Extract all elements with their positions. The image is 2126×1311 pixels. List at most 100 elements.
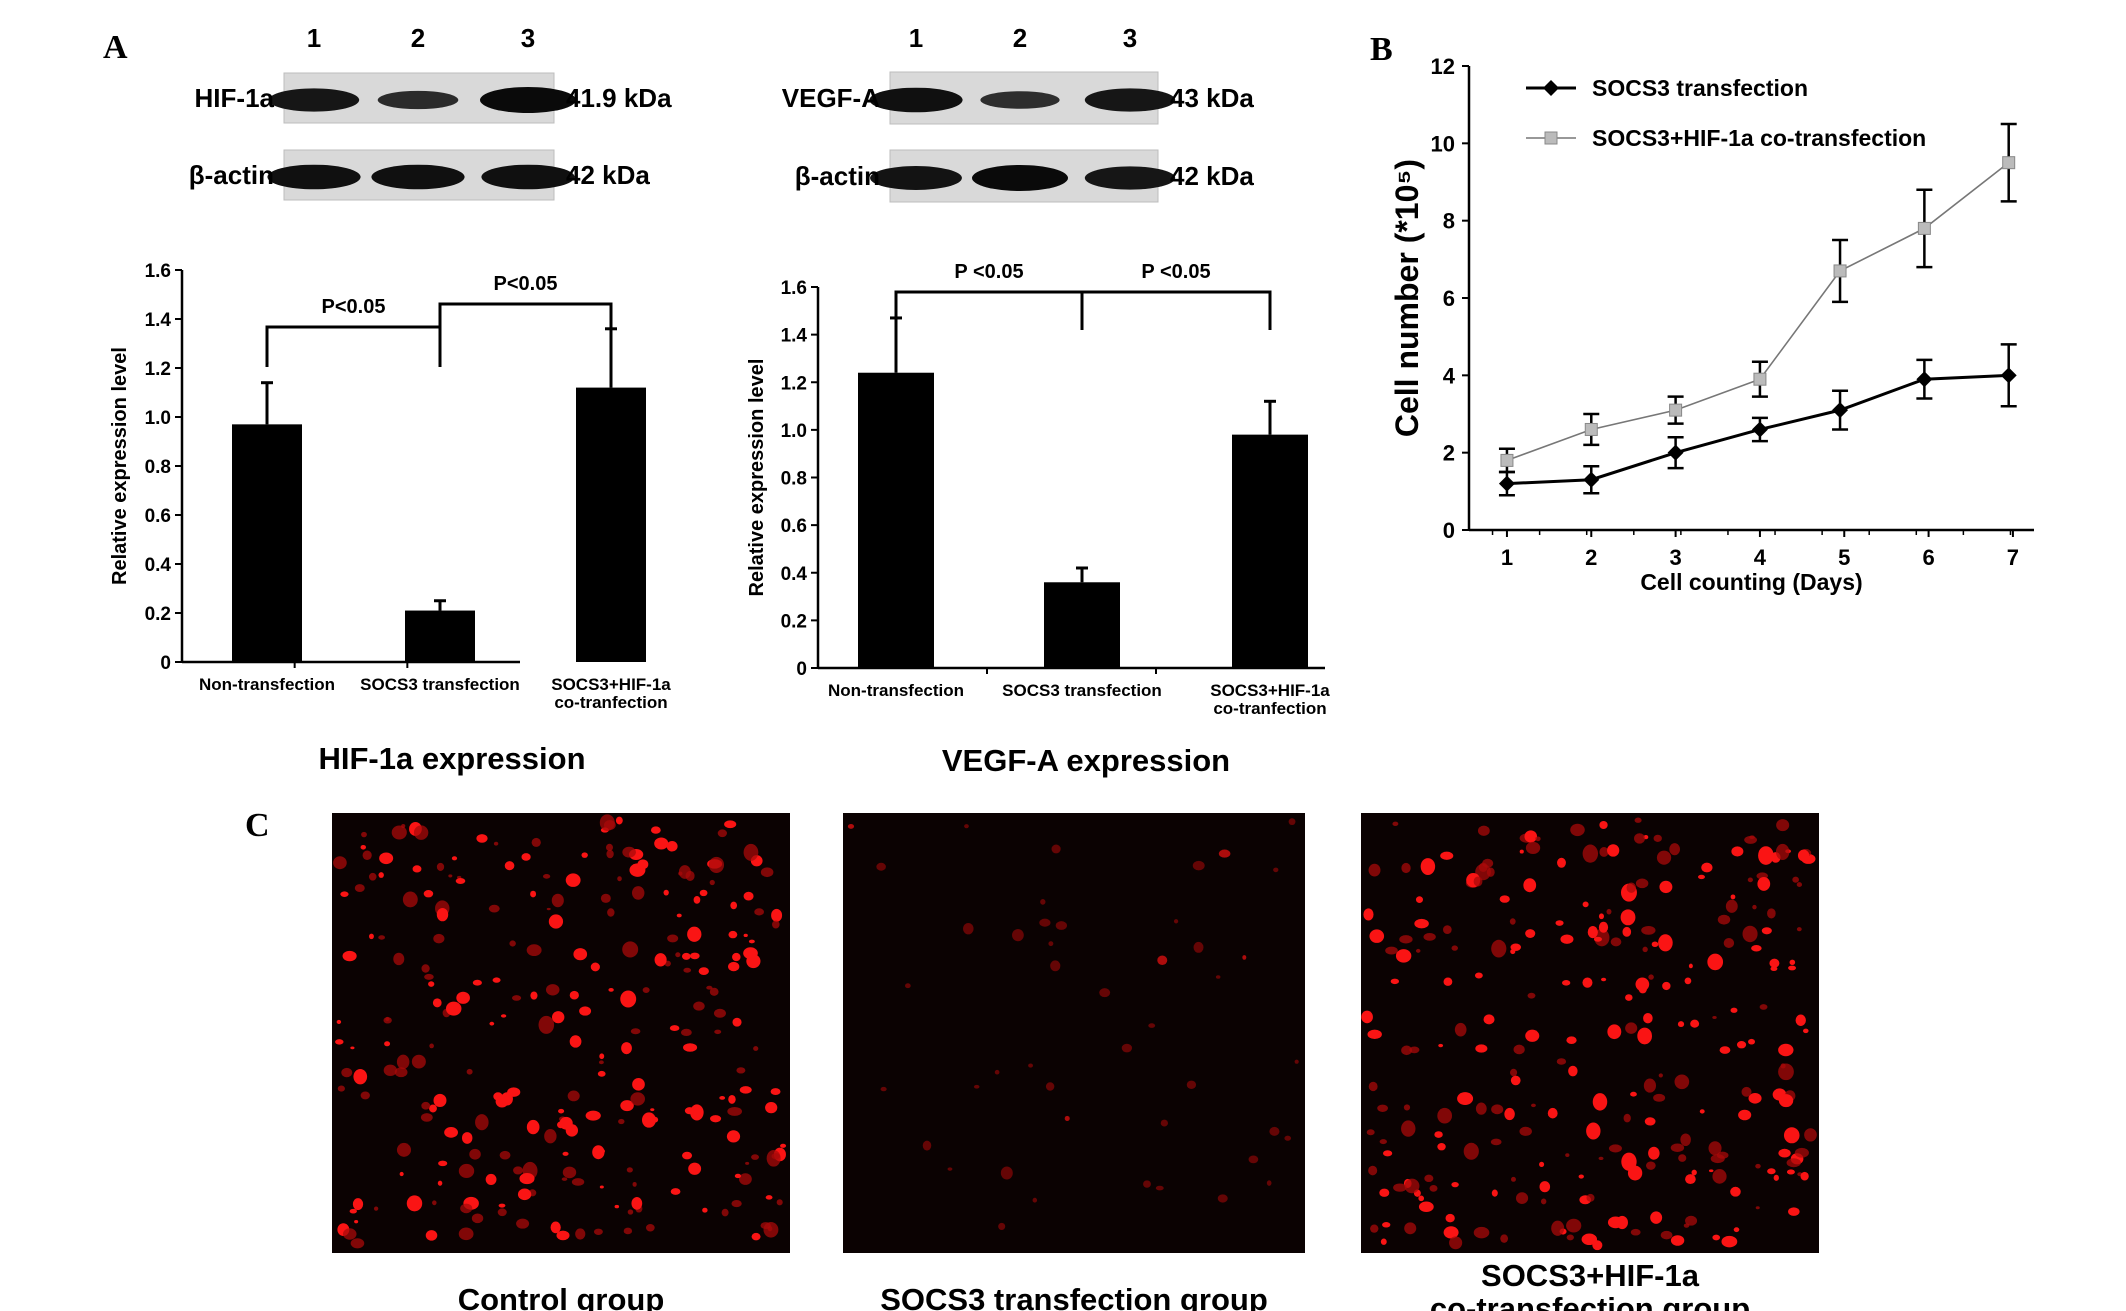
fluorescent-cell bbox=[1513, 1044, 1525, 1055]
fluorescent-cell bbox=[1457, 1092, 1474, 1106]
protein-band bbox=[972, 165, 1068, 191]
fluorescent-cell bbox=[654, 837, 669, 850]
fluorescent-cell bbox=[713, 1008, 726, 1018]
fluorescent-cell bbox=[472, 979, 482, 986]
fluorescent-cell bbox=[1803, 1028, 1809, 1034]
fluorescent-cell bbox=[1143, 1180, 1151, 1188]
fluorescent-cell bbox=[448, 874, 453, 878]
fluorescent-cell bbox=[637, 859, 649, 870]
fluorescent-cell bbox=[708, 856, 725, 873]
fluorescent-cell bbox=[1730, 894, 1736, 900]
fluorescent-cell bbox=[350, 1046, 355, 1050]
fluorescent-cell bbox=[1769, 958, 1780, 968]
micrograph-background bbox=[1361, 813, 1819, 1253]
fluorescent-cell bbox=[922, 1140, 932, 1151]
molecular-weight-label: 42 kDa bbox=[566, 160, 650, 190]
fluorescent-cell bbox=[663, 889, 669, 896]
fluorescent-cell bbox=[1510, 1075, 1521, 1086]
fluorescent-cell bbox=[1635, 878, 1649, 889]
fluorescent-cell bbox=[444, 1127, 458, 1138]
fluorescent-cell bbox=[1757, 877, 1771, 891]
fluorescent-cell bbox=[1423, 933, 1436, 941]
fluorescent-cell bbox=[1635, 977, 1650, 992]
fluorescent-cell bbox=[1712, 1234, 1721, 1241]
fluorescent-cell bbox=[1048, 941, 1054, 947]
y-tick-label: 1.6 bbox=[781, 278, 807, 299]
fluorescent-cell bbox=[428, 981, 435, 987]
fluorescent-cell bbox=[1382, 1222, 1391, 1228]
fluorescent-cell bbox=[1524, 830, 1538, 843]
fluorescent-cell bbox=[1523, 878, 1537, 893]
protein-band bbox=[1084, 88, 1176, 112]
fluorescent-cell bbox=[1483, 1014, 1495, 1025]
fluorescent-cell bbox=[558, 1108, 565, 1114]
fluorescent-cell bbox=[1525, 1029, 1540, 1042]
fluorescent-cell bbox=[385, 1016, 390, 1021]
fluorescent-cell bbox=[1491, 1189, 1498, 1197]
fluorescent-cell bbox=[1634, 817, 1642, 823]
fluorescent-cell bbox=[378, 872, 384, 878]
fluorescent-cell bbox=[361, 831, 367, 838]
y-tick-label: 0.6 bbox=[145, 506, 171, 527]
fluorescent-cell bbox=[352, 1198, 364, 1211]
fluorescent-cell bbox=[562, 1166, 577, 1179]
y-tick-label: 6 bbox=[1443, 286, 1455, 311]
fluorescent-cell bbox=[1379, 1139, 1387, 1145]
fluorescent-cell bbox=[732, 1017, 742, 1027]
fluorescent-cell bbox=[1775, 843, 1790, 860]
fluorescent-cell bbox=[734, 1173, 742, 1179]
fluorescent-cell bbox=[727, 1106, 743, 1116]
fluorescent-cell bbox=[772, 920, 780, 929]
fluorescent-cell bbox=[1796, 882, 1803, 888]
fluorescent-cell bbox=[721, 1208, 729, 1217]
y-axis-label: Cell number (*10⁵) bbox=[1389, 159, 1425, 437]
fluorescent-cell bbox=[600, 893, 611, 903]
fluorescent-cell bbox=[497, 1208, 507, 1217]
fluorescent-cell bbox=[1759, 1004, 1768, 1010]
data-point bbox=[1916, 371, 1933, 388]
fluorescent-cell bbox=[394, 1067, 408, 1078]
fluorescent-cell bbox=[683, 967, 692, 973]
data-point bbox=[1753, 372, 1767, 386]
fluorescent-cell bbox=[1796, 927, 1802, 932]
fluorescent-cell bbox=[451, 856, 458, 861]
fluorescent-cell bbox=[1248, 1155, 1259, 1164]
fluorescent-cell bbox=[905, 983, 911, 989]
fluorescent-cell bbox=[1794, 1147, 1809, 1158]
fluorescent-cell bbox=[530, 890, 537, 898]
fluorescent-cell bbox=[645, 1224, 655, 1232]
fluorescent-cell bbox=[1690, 1019, 1700, 1028]
panel-label-b: B bbox=[1370, 31, 1393, 68]
fluorescent-cell bbox=[1525, 841, 1541, 855]
data-point bbox=[1917, 221, 1931, 235]
fluorescent-cell bbox=[1562, 980, 1571, 986]
fluorescent-cell bbox=[1658, 934, 1673, 952]
fluorescent-cell bbox=[1670, 1235, 1685, 1246]
fluorescent-cell bbox=[1055, 921, 1068, 930]
fluorescent-cell bbox=[973, 1084, 980, 1089]
western-blot-vegfa: 1 2 3 VEGF-A 43 kDa β-actin 42 kDa bbox=[782, 23, 1254, 203]
fluorescent-cell bbox=[1393, 1183, 1407, 1192]
fluorescent-cell bbox=[402, 891, 418, 908]
fluorescent-cell bbox=[1040, 898, 1046, 905]
fluorescent-cell bbox=[391, 825, 407, 840]
fluorescent-cell bbox=[947, 1167, 953, 1171]
p-value-label: P <0.05 bbox=[954, 261, 1023, 283]
fluorescent-cell bbox=[1767, 1168, 1776, 1175]
fluorescent-cell bbox=[1733, 1227, 1740, 1233]
fluorescent-cell bbox=[1730, 1007, 1738, 1013]
fluorescent-cell bbox=[423, 890, 434, 898]
fluorescent-cell bbox=[569, 990, 579, 1000]
fluorescent-cell bbox=[1039, 918, 1051, 927]
fluorescent-cell bbox=[771, 1153, 781, 1160]
fluorescent-cell bbox=[1778, 1063, 1794, 1081]
fluorescent-cell bbox=[556, 1230, 570, 1241]
bar bbox=[576, 387, 646, 662]
legend: SOCS3 transfection SOCS3+HIF-1a co-transf… bbox=[1526, 75, 1926, 151]
lane-number-2: 2 bbox=[1013, 23, 1027, 53]
fluorescent-cell bbox=[1368, 1081, 1378, 1092]
y-tick-label: 1.4 bbox=[145, 310, 172, 331]
fluorescent-cell bbox=[526, 1119, 540, 1135]
fluorescent-cell bbox=[684, 1107, 695, 1115]
fluorescent-cell bbox=[1581, 1233, 1598, 1246]
